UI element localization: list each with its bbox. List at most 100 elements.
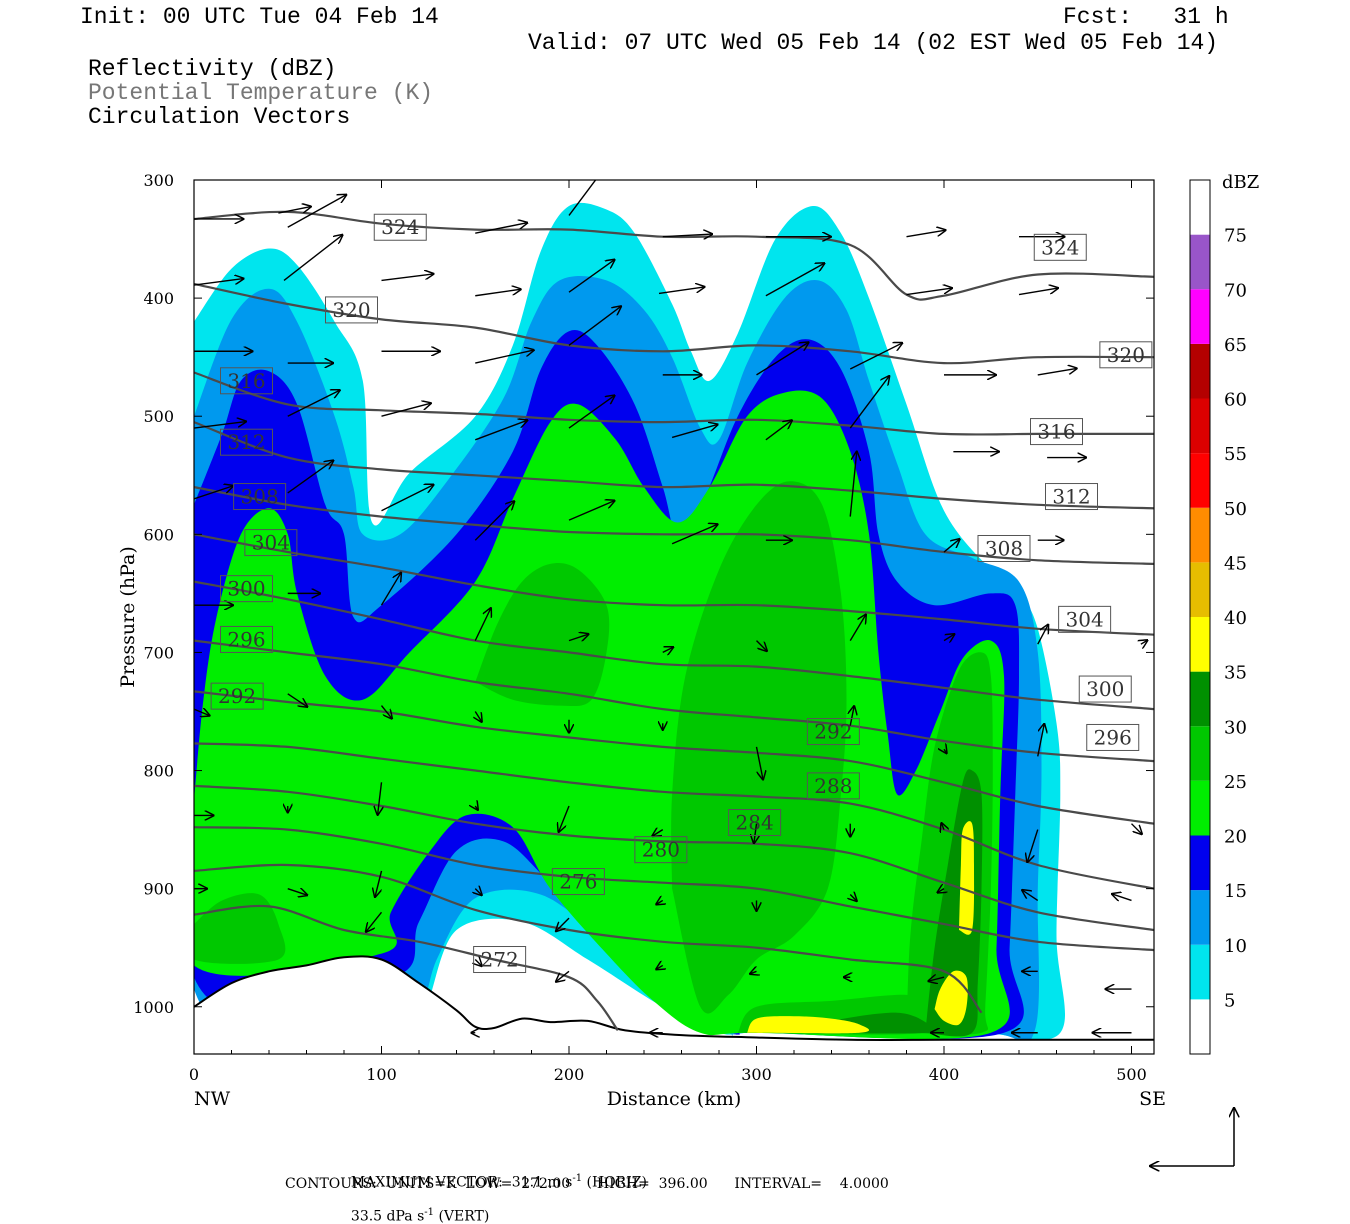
wind-vector [194,422,246,429]
y-tick-label: 300 [143,171,174,190]
reflectivity-area-25dbz [671,481,847,1014]
wind-vector [287,889,308,896]
colorbar-swatch [1190,562,1210,617]
se-endpoint-label: SE [1139,1088,1166,1110]
contour-label-284: 284 [736,811,774,835]
wind-vector [671,424,718,439]
colorbar-level-label: 20 [1224,827,1247,848]
colorbar-swatch [1190,398,1210,454]
contour-label-box-308 [977,534,1031,562]
contour-label-292: 292 [218,684,256,708]
colorbar-level-label: 45 [1224,553,1247,574]
wind-vector [380,573,402,606]
wind-vector [850,706,854,726]
wind-vector [556,970,570,981]
theta-contour-320 [194,282,1154,365]
wind-vector [568,180,597,216]
contour-label-320: 320 [332,298,370,322]
theta-contour-300 [194,580,1154,711]
wind-vector [283,235,343,281]
wind-vector [656,965,663,969]
max-vector-horiz: MAXIMUM VECTOR: 31.1 m s [350,1174,573,1191]
theta-contour-292 [194,690,1154,825]
theta-contour-280 [194,826,1154,952]
contour-label-box-304 [1058,605,1112,633]
wind-vector [381,274,434,282]
wind-vector [658,287,705,295]
wind-vector [287,195,347,228]
colorbar-swatch [1190,343,1210,399]
contour-label-276: 276 [559,870,597,894]
plot-frame [193,179,1155,1055]
wind-vector [1027,829,1039,863]
wind-vector [906,230,946,238]
wind-vector [943,634,954,641]
contour-label-box-304 [244,529,298,557]
contour-label-292: 292 [814,720,852,744]
contour-label-box-308 [233,483,287,511]
colorbar-level-label: 5 [1224,990,1235,1011]
theta-contours [194,210,1154,1032]
wind-vector [475,420,527,441]
terrain-line [194,955,1154,1041]
contour-label-300: 300 [1086,677,1124,701]
colorbar-swatch [1190,944,1210,1000]
y-axis-title: Pressure (hPa) [117,546,139,688]
wind-vector [194,486,233,500]
valid-time: Valid: 07 UTC Wed 05 Feb 14 (02 EST Wed … [528,30,1219,56]
colorbar-swatch [1190,617,1210,672]
wind-vector [765,420,792,441]
reflectivity-area-25dbz [475,562,610,707]
contour-label-304: 304 [252,531,290,555]
wind-vector [1037,368,1077,376]
contour-label-box-324 [373,213,427,241]
colorbar-frame [1189,179,1211,1055]
contour-label-box-280 [634,836,688,864]
contour-info: CONTOURS: UNITS=K LOW= 272.00 HIGH= 396.… [285,1176,889,1192]
colorbar-swatch [1190,890,1210,945]
contour-label-280: 280 [642,838,680,862]
contour-label-296: 296 [1094,725,1132,749]
theta-contour-304 [194,533,1154,636]
contour-label-304: 304 [1066,607,1104,631]
colorbar-level-label: 15 [1224,881,1247,902]
wind-vector [944,749,947,753]
x-tick-label: 100 [366,1065,397,1084]
terrain [194,955,1154,1054]
x-tick-label: 0 [189,1065,199,1084]
wind-vector [278,207,311,214]
contour-label-312: 312 [227,430,265,454]
y-tick-label: 600 [143,525,174,544]
axes: 0 100 200 300 400 500 300 400 500 600 700 800 900 100… [133,171,1154,1084]
wind-vector [380,705,392,719]
contour-label-296: 296 [227,627,265,651]
theta-contour-316 [194,371,1154,436]
wind-vector [662,647,673,652]
wind-vector [662,234,712,237]
contour-label-320: 320 [1107,343,1145,367]
dbz-colorbar: 5 10 15 20 25 30 35 40 45 50 55 60 65 70 75 [1189,179,1247,1055]
x-tick-label: 200 [554,1065,585,1084]
colorbar-swatch [1190,289,1210,344]
y-tick-label: 400 [143,289,174,308]
nw-endpoint-label: NW [194,1088,231,1110]
wind-vector [941,823,944,830]
horiz-unit-exponent: -1 [572,1173,583,1184]
y-tick-label: 700 [143,643,174,662]
reference-vector-icon [1150,1108,1234,1166]
contour-label-box-300 [220,575,273,603]
wind-vector [559,805,570,832]
x-axis-title: Distance (km) [607,1088,742,1110]
contour-label-box-300 [1078,675,1132,703]
wind-vector [652,830,664,837]
wind-vector [475,289,521,297]
x-tick-label: 500 [1116,1065,1147,1084]
contour-label-316: 316 [227,369,265,393]
theta-contour-308 [194,486,1154,565]
wind-vector [568,306,621,346]
contour-label-box-312 [1045,483,1098,511]
y-tick-label: 1000 [133,998,174,1017]
field-circulation-vectors: Circulation Vectors [88,104,351,130]
wind-vector [1037,724,1045,757]
contour-label-box-292 [806,718,860,746]
